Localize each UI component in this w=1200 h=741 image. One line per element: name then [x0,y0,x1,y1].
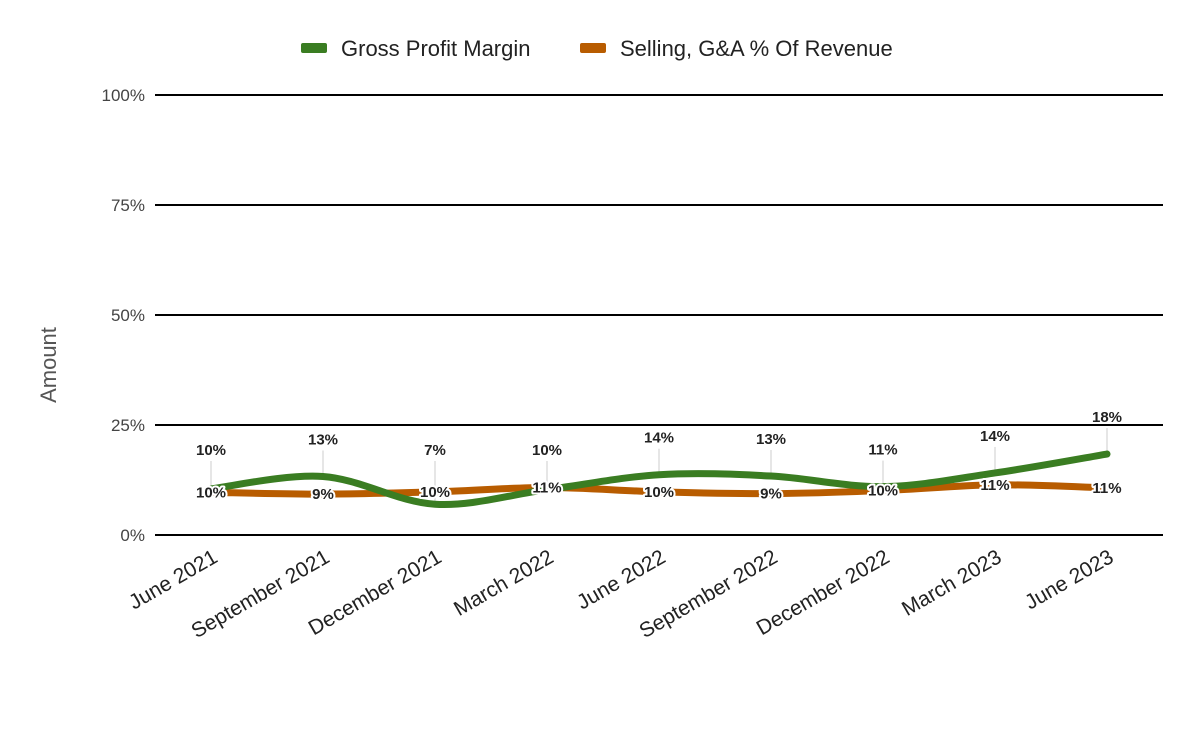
data-label: 10% [532,442,562,459]
data-label: 11% [868,442,897,459]
data-label: 9% [312,486,334,503]
gridlines [155,94,1163,536]
legend: Gross Profit Margin Selling, G&A % Of Re… [301,36,893,61]
y-tick-label: 0% [120,526,145,545]
data-label: 7% [424,442,446,459]
y-tick-label: 25% [111,416,145,435]
data-label: 10% [196,484,226,501]
legend-swatch-selling-ga [580,43,606,53]
series-line-0 [207,450,1111,508]
legend-item-gross-profit-margin[interactable]: Gross Profit Margin [301,36,531,61]
x-tick-label: June 2022 [573,545,669,614]
y-tick-label: 100% [102,86,145,105]
series-line-1 [207,481,1111,498]
data-label: 10% [196,442,226,459]
data-label: 10% [644,484,674,501]
data-labels: 10% 13% 7% 10% 14% 13% 11% 14% 18% 10% 9% 10% 11% 10%… [194,407,1124,505]
x-tick-label: March 2022 [450,545,558,620]
data-label: 14% [980,428,1010,445]
x-tick-label: June 2021 [125,545,221,614]
data-label: 13% [756,431,786,448]
data-label: 11% [532,479,561,496]
x-tick-label: June 2023 [1021,545,1117,614]
data-label: 9% [760,486,782,503]
data-label: 18% [1092,409,1122,426]
legend-label-gross-profit-margin: Gross Profit Margin [341,36,531,61]
y-axis-title: Amount [36,327,61,403]
legend-item-selling-ga[interactable]: Selling, G&A % Of Revenue [580,36,893,61]
series-lines [207,450,1111,508]
data-label: 11% [980,477,1009,494]
x-tick-label: March 2023 [898,545,1006,620]
y-tick-label: 75% [111,196,145,215]
legend-swatch-gross-profit-margin [301,43,327,53]
data-label: 14% [644,430,674,447]
data-label: 10% [868,483,898,500]
legend-label-selling-ga: Selling, G&A % Of Revenue [620,36,893,61]
data-label: 13% [308,431,338,448]
y-tick-label: 50% [111,306,145,325]
label-leaders [210,428,1108,505]
data-label: 11% [1092,480,1121,497]
data-label: 10% [420,484,450,501]
y-axis-ticks: 0% 25% 50% 75% 100% [102,86,145,545]
